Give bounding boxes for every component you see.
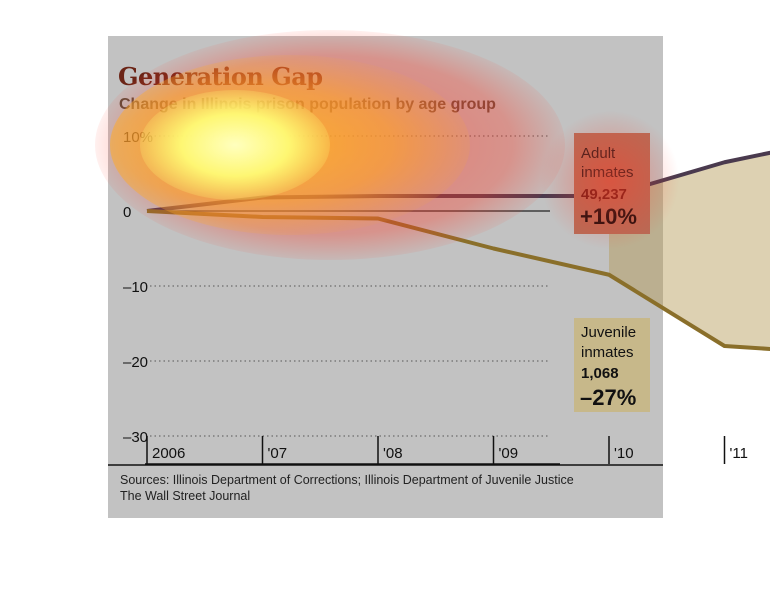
- y-tick-label: 0: [123, 204, 131, 221]
- juvenile-change: –27%: [580, 385, 636, 410]
- y-tick-label: –10: [123, 279, 148, 296]
- adult-label-box: [574, 133, 650, 234]
- chart-title: Generation Gap: [118, 62, 323, 91]
- x-tick-label: 2006: [152, 445, 185, 462]
- juvenile-count: 1,068: [581, 365, 619, 382]
- adult-count: 49,237: [581, 186, 627, 203]
- adult-label-line2: inmates: [581, 164, 634, 181]
- x-tick-label: '09: [499, 445, 519, 462]
- source-line-2: The Wall Street Journal: [120, 489, 251, 503]
- juvenile-label-box: [574, 318, 650, 412]
- y-tick-label: –20: [123, 354, 148, 371]
- adult-label-line1: Adult: [581, 145, 616, 162]
- source-note: Sources: Illinois Department of Correcti…: [120, 472, 574, 504]
- y-tick-label: –30: [123, 429, 148, 446]
- juvenile-label-line2: inmates: [581, 344, 634, 361]
- source-line-1: Sources: Illinois Department of Correcti…: [120, 473, 574, 487]
- chart-subtitle: Change in Illinois prison population by …: [119, 96, 496, 113]
- x-tick-label: '11: [730, 445, 748, 462]
- y-tick-label: 10%: [123, 129, 153, 146]
- x-tick-label: '07: [268, 445, 288, 462]
- x-tick-label: '08: [383, 445, 403, 462]
- adult-change: +10%: [580, 204, 637, 229]
- juvenile-label-line1: Juvenile: [581, 324, 636, 341]
- x-tick-label: '10: [614, 445, 634, 462]
